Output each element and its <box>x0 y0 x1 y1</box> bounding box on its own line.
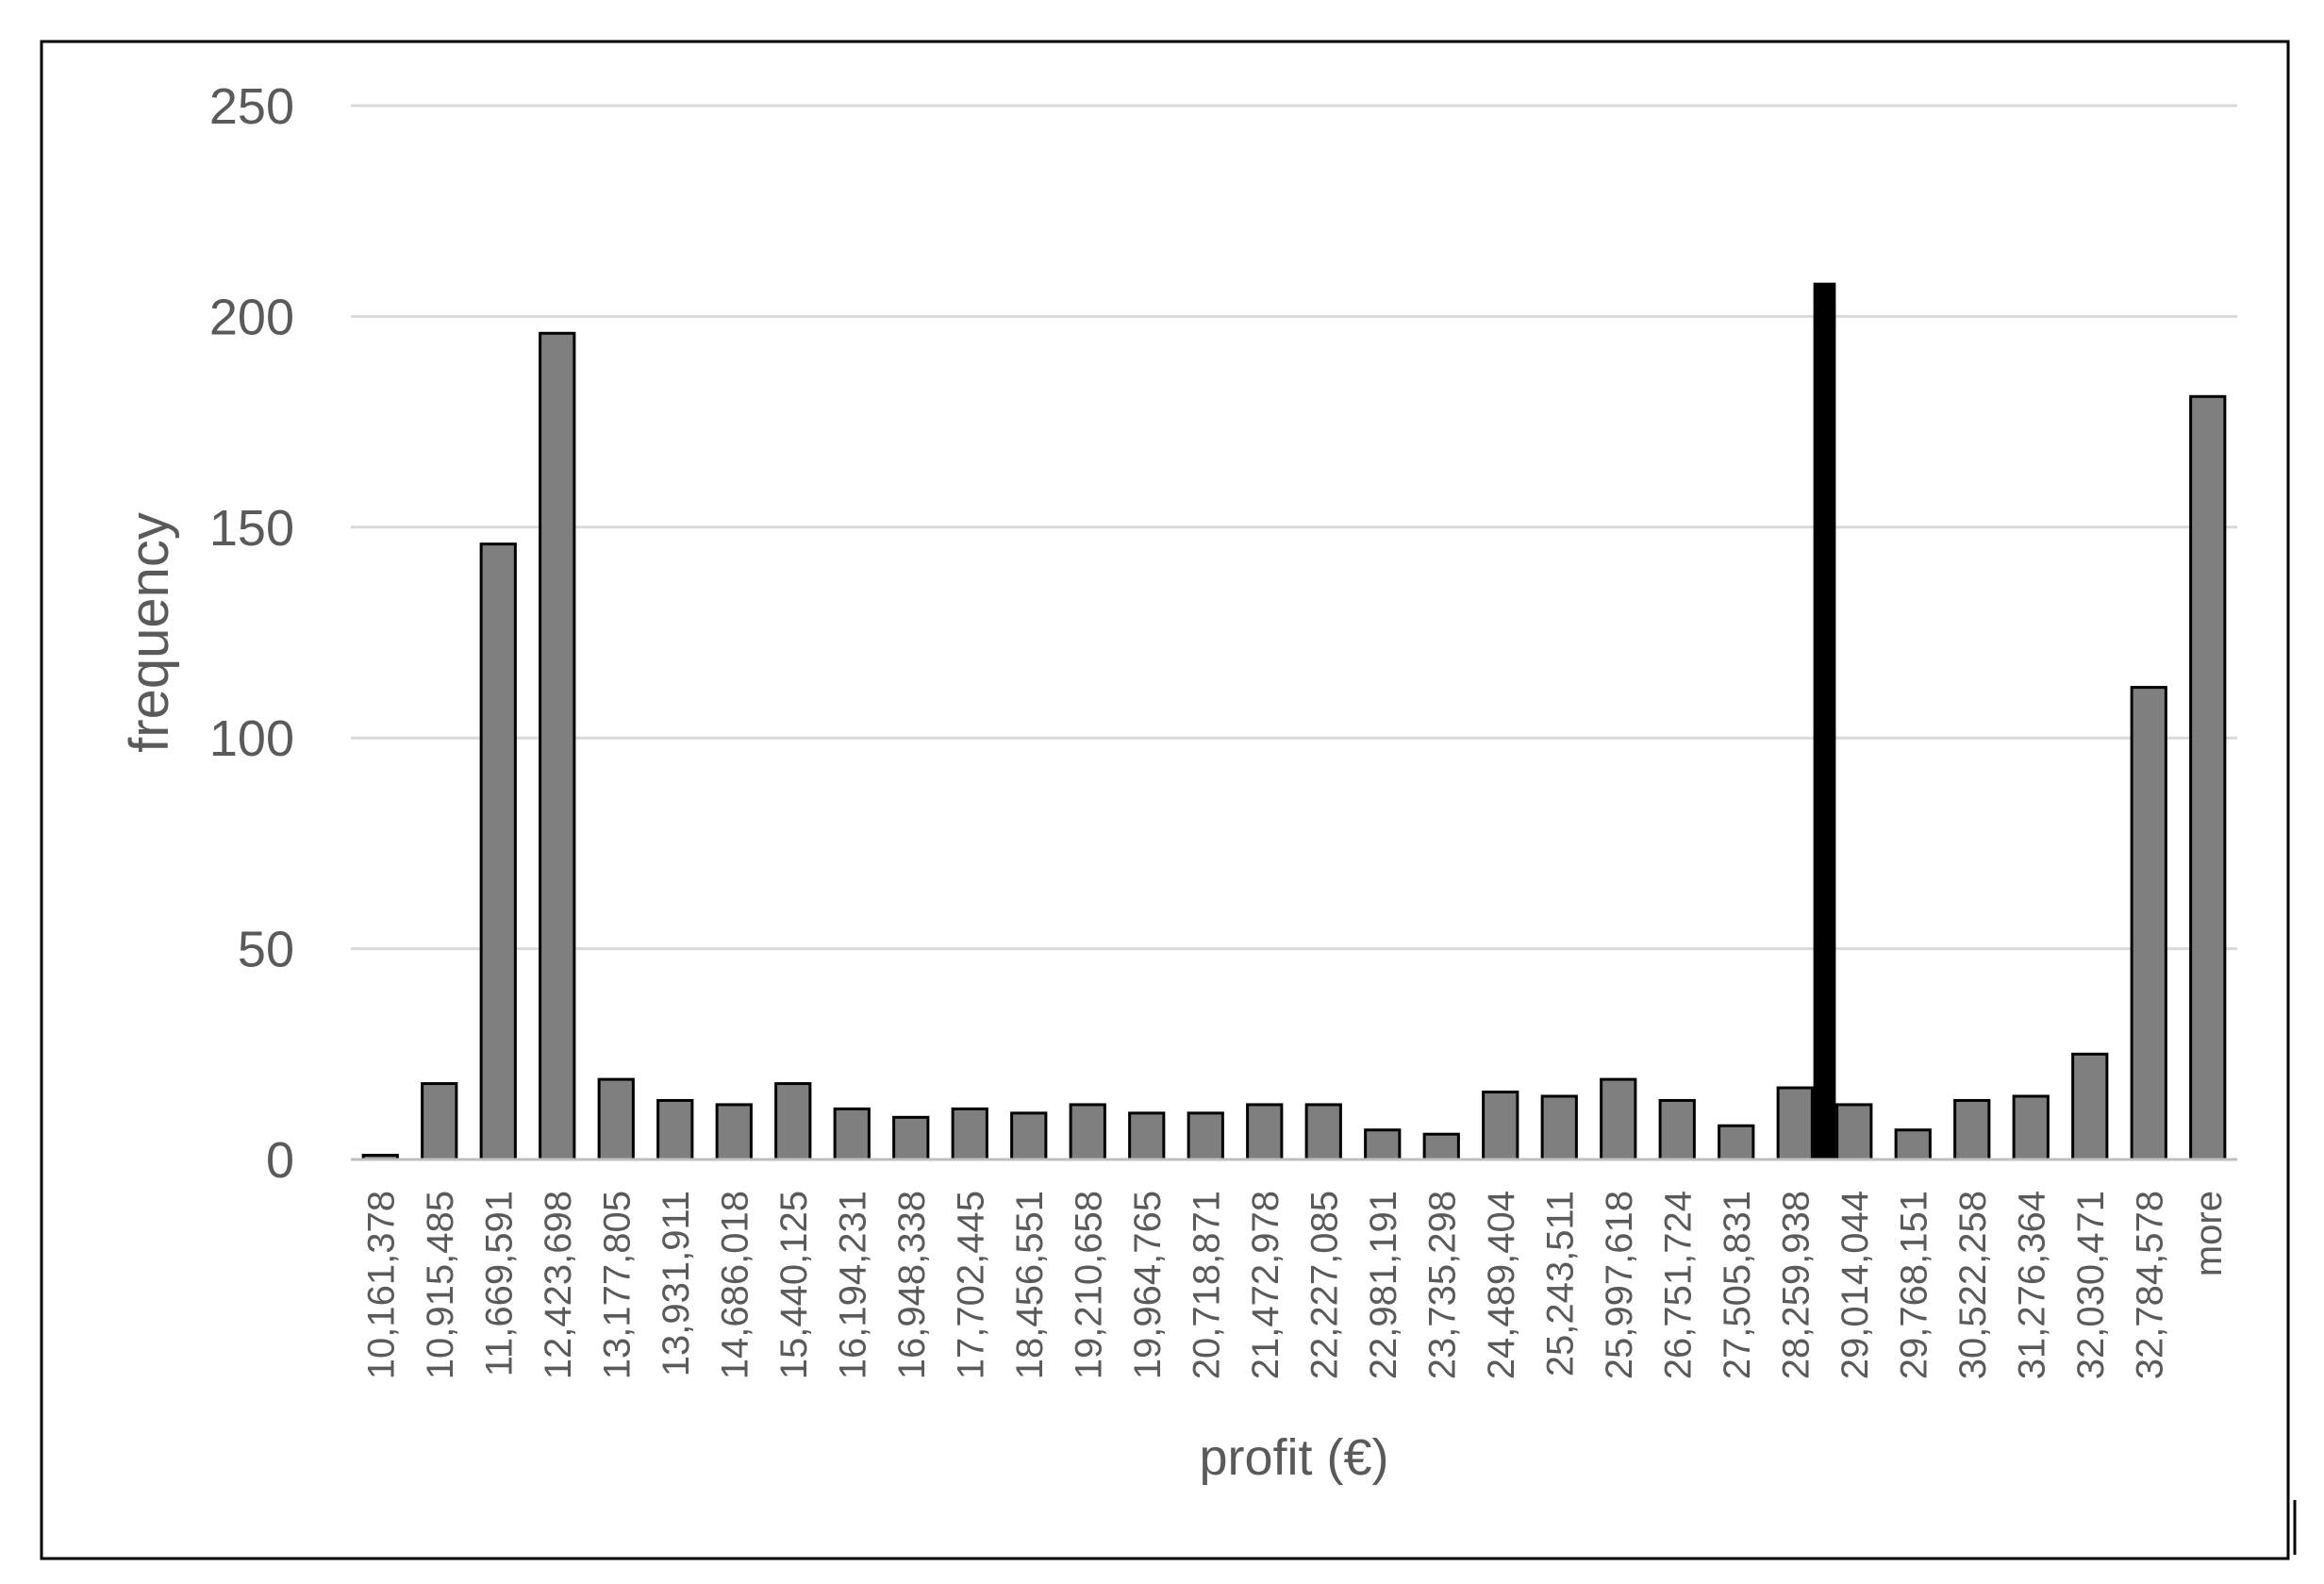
x-tick-label: 32,784,578 <box>2129 1191 2170 1379</box>
bars <box>361 282 2227 1161</box>
bar <box>1010 1111 1048 1161</box>
bar <box>1835 1103 1873 1161</box>
y-tick-label: 100 <box>209 710 294 767</box>
bar <box>2012 1094 2050 1161</box>
x-tick-label: 16,194,231 <box>832 1191 873 1379</box>
y-tick-label: 250 <box>209 78 294 135</box>
bar <box>1187 1111 1224 1161</box>
x-tick-label: 15,440,125 <box>773 1191 815 1379</box>
bar <box>1482 1091 1519 1161</box>
bar <box>1776 1086 1814 1161</box>
y-axis-ticks: 0 50 100 150 200 250 <box>209 78 294 1189</box>
bar <box>597 1077 635 1161</box>
x-tick-label: 18,456,551 <box>1009 1191 1051 1379</box>
x-tick-label: 26,751,724 <box>1657 1191 1699 1379</box>
x-tick-label: 24,489,404 <box>1481 1191 1522 1379</box>
bar <box>951 1107 988 1161</box>
x-tick-label: 30,522,258 <box>1952 1191 1994 1379</box>
x-tick-label: 25,997,618 <box>1599 1191 1640 1379</box>
x-tick-label: 13,931,911 <box>656 1191 697 1376</box>
bar <box>1246 1103 1284 1161</box>
x-tick-label: 31,276,364 <box>2011 1191 2052 1379</box>
x-tick-label: 16,948,338 <box>891 1191 933 1379</box>
gridlines <box>351 104 2237 951</box>
bar <box>656 1098 694 1161</box>
bar <box>539 331 576 1161</box>
x-tick-label: 14,686,018 <box>714 1191 755 1379</box>
x-tick-label: 17,702,445 <box>950 1191 991 1379</box>
bar <box>1540 1094 1578 1161</box>
bar <box>1718 1124 1755 1161</box>
x-tick-label: 21,472,978 <box>1245 1191 1286 1379</box>
x-tick-label: 12,423,698 <box>538 1191 579 1379</box>
bar <box>833 1107 871 1161</box>
bar <box>715 1103 753 1161</box>
y-axis-title: frequency <box>119 512 180 753</box>
x-tick-label: 28,259,938 <box>1775 1191 1817 1379</box>
y-tick-label: 200 <box>209 289 294 345</box>
bar <box>1128 1111 1166 1161</box>
bar <box>1422 1132 1460 1161</box>
bar <box>1364 1128 1402 1161</box>
y-tick-label: 0 <box>266 1132 294 1189</box>
bar <box>1600 1077 1637 1161</box>
x-tick-label: 22,227,085 <box>1303 1191 1345 1379</box>
bar <box>1304 1103 1342 1161</box>
chart-frame <box>40 40 2290 1560</box>
bar <box>2130 686 2167 1161</box>
highlight-marker-bar <box>1813 282 1836 1159</box>
x-tick-label: 10,161,378 <box>360 1191 402 1379</box>
x-tick-label: 32,030,471 <box>2070 1191 2112 1379</box>
bar <box>421 1082 458 1161</box>
x-tick-label: 29,014,044 <box>1834 1191 1876 1379</box>
x-tick-label: 13,177,805 <box>596 1191 638 1379</box>
x-tick-label: 25,243,511 <box>1539 1191 1581 1376</box>
x-tick-label: more <box>2188 1191 2230 1276</box>
x-tick-label: 11,669,591 <box>478 1191 520 1376</box>
bar <box>1658 1098 1696 1161</box>
x-axis-ticks: 10,161,378 10,915,485 11,669,591 12,423,698… <box>360 1191 2230 1379</box>
y-tick-label: 50 <box>238 922 294 978</box>
x-tick-label: 23,735,298 <box>1421 1191 1463 1379</box>
bar <box>1953 1098 1991 1161</box>
y-tick-label: 150 <box>209 500 294 557</box>
x-tick-label: 19,964,765 <box>1127 1191 1169 1379</box>
bar <box>1894 1128 1932 1161</box>
bar <box>774 1082 812 1161</box>
bar <box>479 542 517 1161</box>
bar <box>2071 1052 2109 1161</box>
bar <box>892 1115 930 1161</box>
bar <box>2189 394 2227 1161</box>
x-tick-label: 19,210,658 <box>1068 1191 1109 1379</box>
x-axis-title: profit (€) <box>1199 1429 1388 1486</box>
bar <box>1069 1103 1106 1161</box>
x-tick-label: 10,915,485 <box>420 1191 461 1379</box>
x-tick-label: 27,505,831 <box>1717 1191 1758 1379</box>
x-tick-label: 20,718,871 <box>1186 1191 1227 1379</box>
x-tick-label: 22,981,191 <box>1363 1191 1404 1379</box>
x-tick-label: 29,768,151 <box>1893 1191 1934 1379</box>
